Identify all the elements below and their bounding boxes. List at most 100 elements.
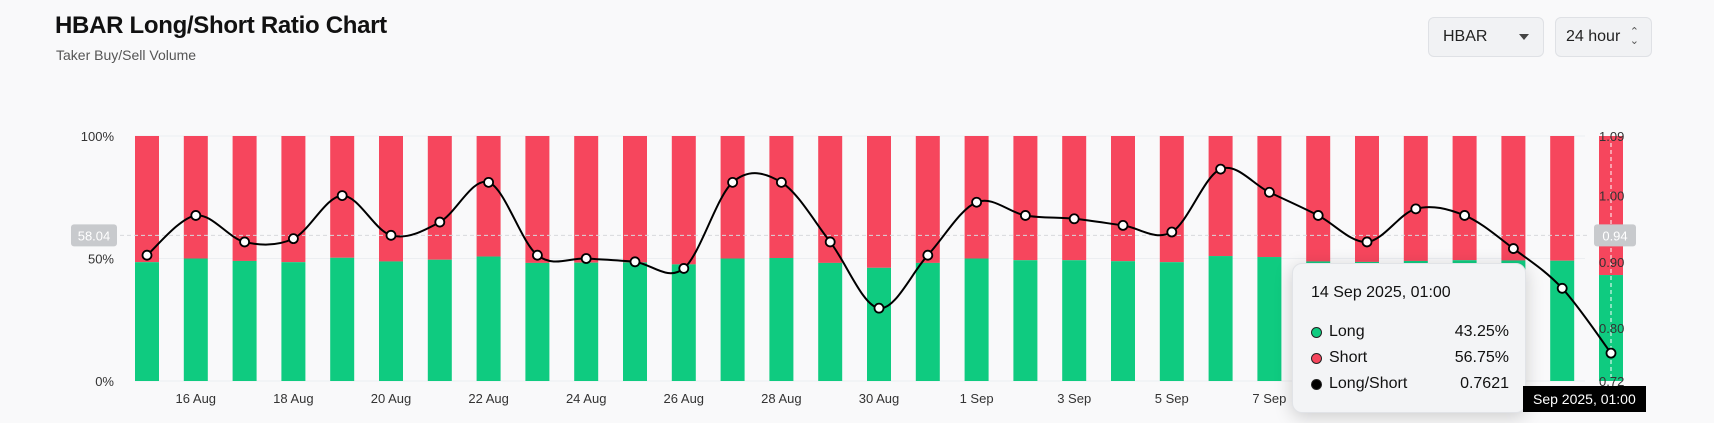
- ratio-point: [1556, 282, 1568, 294]
- ratio-point: [776, 176, 787, 188]
- ratio-point: [336, 190, 348, 201]
- long-bar: [183, 258, 208, 381]
- short-bar: [720, 136, 745, 259]
- short-bar: [1159, 136, 1184, 263]
- x-axis-tick: 18 Aug: [273, 391, 314, 406]
- x-axis-tick: 1 Sep: [960, 391, 994, 406]
- long-bar: [720, 258, 745, 381]
- ratio-point: [1605, 347, 1617, 359]
- tooltip-label: Short: [1329, 349, 1368, 366]
- x-axis-tick: 5 Sep: [1155, 391, 1189, 406]
- long-bar: [1257, 257, 1282, 381]
- long-bar: [574, 262, 599, 381]
- long-bar: [232, 260, 257, 381]
- right-axis-tick: 0.80: [1599, 321, 1624, 336]
- right-axis-tick: 1.00: [1599, 189, 1624, 204]
- page-title: HBAR Long/Short Ratio Chart: [55, 12, 387, 39]
- period-select[interactable]: 24 hour ⌃ ⌄: [1555, 17, 1652, 57]
- ratio-point: [287, 233, 299, 245]
- long-bar: [1208, 256, 1233, 381]
- short-bar: [1550, 136, 1575, 261]
- tooltip-label: Long/Short: [1329, 375, 1408, 392]
- x-axis-tick: 7 Sep: [1252, 391, 1286, 406]
- reference-label-left: 58.04: [78, 228, 111, 243]
- ratio-point: [141, 249, 153, 261]
- x-axis-tick: 28 Aug: [761, 391, 802, 406]
- ratio-point: [629, 256, 641, 268]
- x-axis-tick: 24 Aug: [566, 391, 607, 406]
- short-bar: [769, 136, 794, 259]
- right-axis-tick: 0.72: [1599, 374, 1624, 389]
- long-bar: [623, 262, 647, 381]
- long-bar: [379, 261, 403, 381]
- x-axis-tick: 20 Aug: [371, 391, 412, 406]
- ratio-point: [1508, 243, 1519, 254]
- short-bar: [1013, 136, 1038, 261]
- reference-badge-right: [1594, 224, 1636, 247]
- period-select-value: 24 hour: [1566, 28, 1621, 45]
- ratio-point: [1068, 213, 1080, 225]
- x-axis-tick: 16 Aug: [176, 391, 217, 406]
- short-bar: [135, 136, 159, 263]
- long-bar: [525, 262, 550, 381]
- x-axis-tick: 22 Aug: [468, 391, 509, 406]
- ratio-point: [678, 263, 690, 274]
- short-bar: [1452, 136, 1477, 261]
- short-bar: [379, 136, 403, 262]
- ratio-point: [727, 176, 738, 188]
- long-dot-icon: [1311, 326, 1322, 338]
- long-bar: [867, 267, 891, 381]
- short-bar: [427, 136, 452, 260]
- ratio-point: [239, 236, 251, 248]
- ratio-point: [434, 216, 446, 228]
- symbol-select[interactable]: HBAR: [1428, 17, 1544, 57]
- ratio-point: [1264, 186, 1275, 198]
- tooltip-value: 0.7621: [1460, 375, 1509, 392]
- symbol-select-value: HBAR: [1443, 28, 1488, 45]
- long-bar: [330, 257, 355, 381]
- short-bar: [1111, 136, 1135, 262]
- ratio-point: [1459, 210, 1470, 221]
- x-axis-highlight-label: Sep 2025, 01:00: [1523, 386, 1646, 412]
- tooltip-label: Long: [1329, 323, 1365, 340]
- x-axis-tick: 26 Aug: [664, 391, 705, 406]
- chevron-down-icon: [1519, 34, 1529, 40]
- long-bar: [915, 262, 940, 381]
- tooltip-row-short: Short 56.75%: [1311, 345, 1509, 371]
- chart-tooltip: 14 Sep 2025, 01:00 Long 43.25% Short 56.…: [1292, 263, 1526, 413]
- tooltip-date: 14 Sep 2025, 01:00: [1311, 284, 1451, 301]
- long-bar: [818, 262, 843, 381]
- ratio-point: [580, 253, 592, 264]
- long-bar: [476, 256, 501, 381]
- long-bar: [281, 262, 306, 381]
- left-axis-tick: 100%: [81, 129, 115, 144]
- ratio-point: [1312, 210, 1324, 221]
- ratio-point: [1361, 236, 1373, 248]
- long-bar: [769, 258, 794, 381]
- short-bar: [671, 136, 696, 265]
- short-bar: [1403, 136, 1428, 261]
- right-axis-tick: 1.09: [1599, 129, 1624, 144]
- ratio-point: [922, 249, 934, 261]
- long-bar: [1013, 260, 1038, 381]
- ratio-point: [824, 236, 836, 248]
- sort-updown-icon: ⌃ ⌄: [1629, 26, 1639, 47]
- ratio-dot-icon: [1311, 378, 1322, 390]
- long-bar: [671, 264, 696, 381]
- x-axis-tick: 3 Sep: [1057, 391, 1091, 406]
- short-bar: [915, 136, 940, 263]
- x-axis-tick: 30 Aug: [859, 391, 900, 406]
- short-bar: [574, 136, 599, 263]
- reference-badge-left: [71, 224, 117, 247]
- long-bar: [1062, 260, 1087, 381]
- short-bar: [525, 136, 550, 263]
- ratio-point: [971, 196, 982, 208]
- right-axis-tick: 0.90: [1599, 255, 1624, 270]
- ratio-point: [532, 249, 543, 261]
- short-bar: [183, 136, 208, 259]
- ratio-point: [1117, 219, 1129, 231]
- ratio-point: [190, 210, 202, 221]
- ratio-point: [483, 176, 495, 188]
- short-bar: [623, 136, 647, 263]
